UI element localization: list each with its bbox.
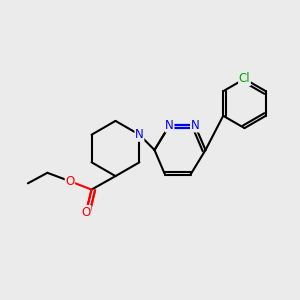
Text: N: N: [135, 128, 144, 141]
Text: N: N: [165, 119, 174, 132]
Text: O: O: [82, 206, 91, 219]
Text: N: N: [190, 119, 200, 132]
Text: Cl: Cl: [239, 72, 250, 86]
Text: O: O: [65, 175, 74, 188]
